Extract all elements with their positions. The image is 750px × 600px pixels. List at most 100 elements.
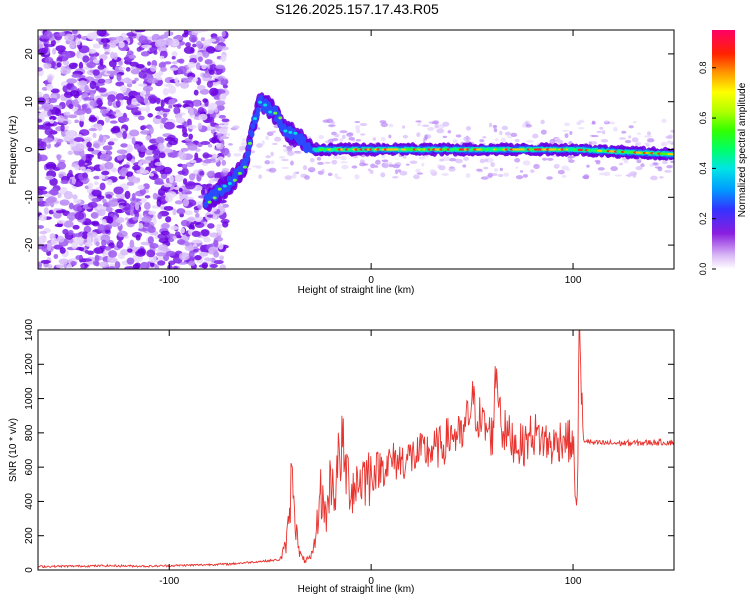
spectrogram-cell bbox=[578, 119, 585, 124]
spectrogram-cell bbox=[597, 167, 605, 171]
spectrogram-cell bbox=[109, 138, 119, 142]
spectrogram-cell bbox=[546, 176, 553, 180]
spectrogram-cell bbox=[92, 143, 100, 148]
spectrogram-cell bbox=[193, 99, 201, 107]
spectrogram-cell bbox=[163, 61, 172, 65]
spectrogram-x-label: Height of straight line (km) bbox=[298, 285, 415, 296]
spectrogram-cell bbox=[43, 207, 49, 215]
spectrogram-cell bbox=[126, 171, 134, 177]
spectrogram-cell bbox=[173, 266, 179, 269]
spectrogram-cell bbox=[157, 142, 165, 151]
spectrogram-cell bbox=[286, 146, 293, 152]
spectrogram-cell bbox=[168, 260, 176, 266]
spectrogram-cell bbox=[57, 192, 62, 199]
spectrogram-cell bbox=[332, 155, 341, 160]
spectrogram-cell bbox=[98, 174, 106, 180]
spectrogram-cell bbox=[232, 178, 237, 182]
spectrogram-cell bbox=[258, 94, 264, 102]
spectrogram-cell bbox=[87, 147, 95, 152]
spectrogram-cell bbox=[57, 161, 67, 170]
spectrogram-cell bbox=[302, 165, 308, 171]
spectrogram-cell bbox=[187, 76, 194, 81]
spectrogram-cell bbox=[162, 108, 171, 113]
spectrogram-cell bbox=[202, 154, 214, 158]
spectrogram-cell bbox=[135, 63, 145, 69]
y-tick-label: -20 bbox=[24, 237, 35, 252]
spectrogram-cell bbox=[176, 124, 186, 129]
spectrogram-cell bbox=[167, 238, 175, 242]
spectrogram-cell bbox=[637, 132, 642, 135]
spectrogram-cell bbox=[67, 114, 78, 119]
spectrogram-cell bbox=[183, 210, 193, 216]
spectrogram-cell bbox=[171, 61, 178, 65]
spectrogram-cell bbox=[73, 137, 85, 142]
spectrogram-cell bbox=[222, 84, 228, 89]
spectrogram-cell bbox=[532, 133, 539, 139]
spectrogram-cell bbox=[62, 60, 70, 66]
spectrogram-cell bbox=[635, 141, 642, 147]
spectrogram-cell bbox=[70, 261, 77, 266]
spectrogram-cell bbox=[227, 182, 232, 186]
spectrogram-cell bbox=[554, 137, 561, 141]
spectrogram-cell bbox=[47, 75, 53, 83]
spectrogram-cell bbox=[438, 165, 446, 171]
spectrogram-cell bbox=[126, 78, 133, 85]
spectrogram-cell bbox=[530, 169, 535, 173]
spectrogram-cell bbox=[97, 209, 106, 217]
spectrogram-cell bbox=[547, 157, 554, 161]
spectrogram-cell bbox=[188, 34, 198, 43]
spectrogram-cell bbox=[290, 160, 294, 166]
spectrogram-cell bbox=[372, 137, 377, 141]
spectrogram-cell bbox=[135, 234, 141, 241]
spectrogram-cell bbox=[621, 130, 627, 134]
spectrogram-cell bbox=[96, 30, 107, 37]
spectrogram-cell bbox=[434, 123, 439, 129]
spectrogram-cell bbox=[200, 140, 211, 146]
spectrogram-cell bbox=[38, 261, 43, 269]
spectrogram-cell bbox=[380, 136, 386, 142]
colorbar-tick-label: 0.8 bbox=[698, 61, 708, 74]
spectrogram-cell bbox=[533, 163, 540, 169]
spectrogram-cell bbox=[44, 202, 51, 207]
spectrogram-cell bbox=[126, 50, 134, 57]
spectrogram-cell bbox=[50, 94, 58, 99]
spectrogram-cell bbox=[66, 263, 73, 269]
spectrogram-cell bbox=[98, 134, 104, 143]
spectrogram-cell bbox=[388, 123, 394, 128]
spectrogram-cell bbox=[202, 51, 210, 58]
spectrogram-cell bbox=[628, 135, 632, 139]
spectrogram-cell bbox=[326, 118, 334, 124]
spectrogram-cell bbox=[73, 110, 85, 116]
spectrogram-cell bbox=[103, 39, 108, 48]
spectrogram-cell bbox=[354, 174, 360, 180]
spectrogram-cell bbox=[170, 225, 179, 231]
spectrogram-cell bbox=[112, 198, 118, 202]
spectrogram-cell bbox=[120, 249, 129, 256]
spectrogram-cell bbox=[569, 131, 573, 135]
spectrogram-cell bbox=[160, 44, 167, 51]
spectrogram-cell bbox=[268, 110, 273, 114]
spectrogram-cell bbox=[82, 55, 90, 63]
spectrogram-cell bbox=[632, 121, 637, 124]
spectrogram-cell bbox=[149, 266, 156, 269]
spectrogram-cell bbox=[274, 136, 282, 142]
spectrogram-cell bbox=[197, 122, 203, 130]
spectrogram-cell bbox=[163, 148, 174, 154]
spectrogram-cell bbox=[133, 111, 142, 116]
spectrogram-cell bbox=[251, 165, 260, 168]
snr-plot-area bbox=[38, 330, 674, 570]
spectrogram-cell bbox=[119, 205, 124, 209]
spectrogram-cell bbox=[109, 51, 115, 60]
y-tick-label: 800 bbox=[24, 424, 35, 441]
spectrogram-cell bbox=[125, 67, 131, 72]
y-tick-label: 1400 bbox=[24, 318, 35, 341]
spectrogram-cell bbox=[667, 140, 671, 144]
spectrogram-cell bbox=[328, 124, 336, 127]
spectrogram-cell bbox=[221, 159, 227, 166]
x-tick-label: 100 bbox=[565, 576, 582, 587]
x-tick-label: 100 bbox=[565, 275, 582, 286]
spectrogram-cell bbox=[211, 206, 218, 212]
spectrogram-cell bbox=[255, 106, 261, 114]
spectrogram-cell bbox=[415, 168, 421, 173]
spectrogram-cell bbox=[147, 61, 152, 66]
